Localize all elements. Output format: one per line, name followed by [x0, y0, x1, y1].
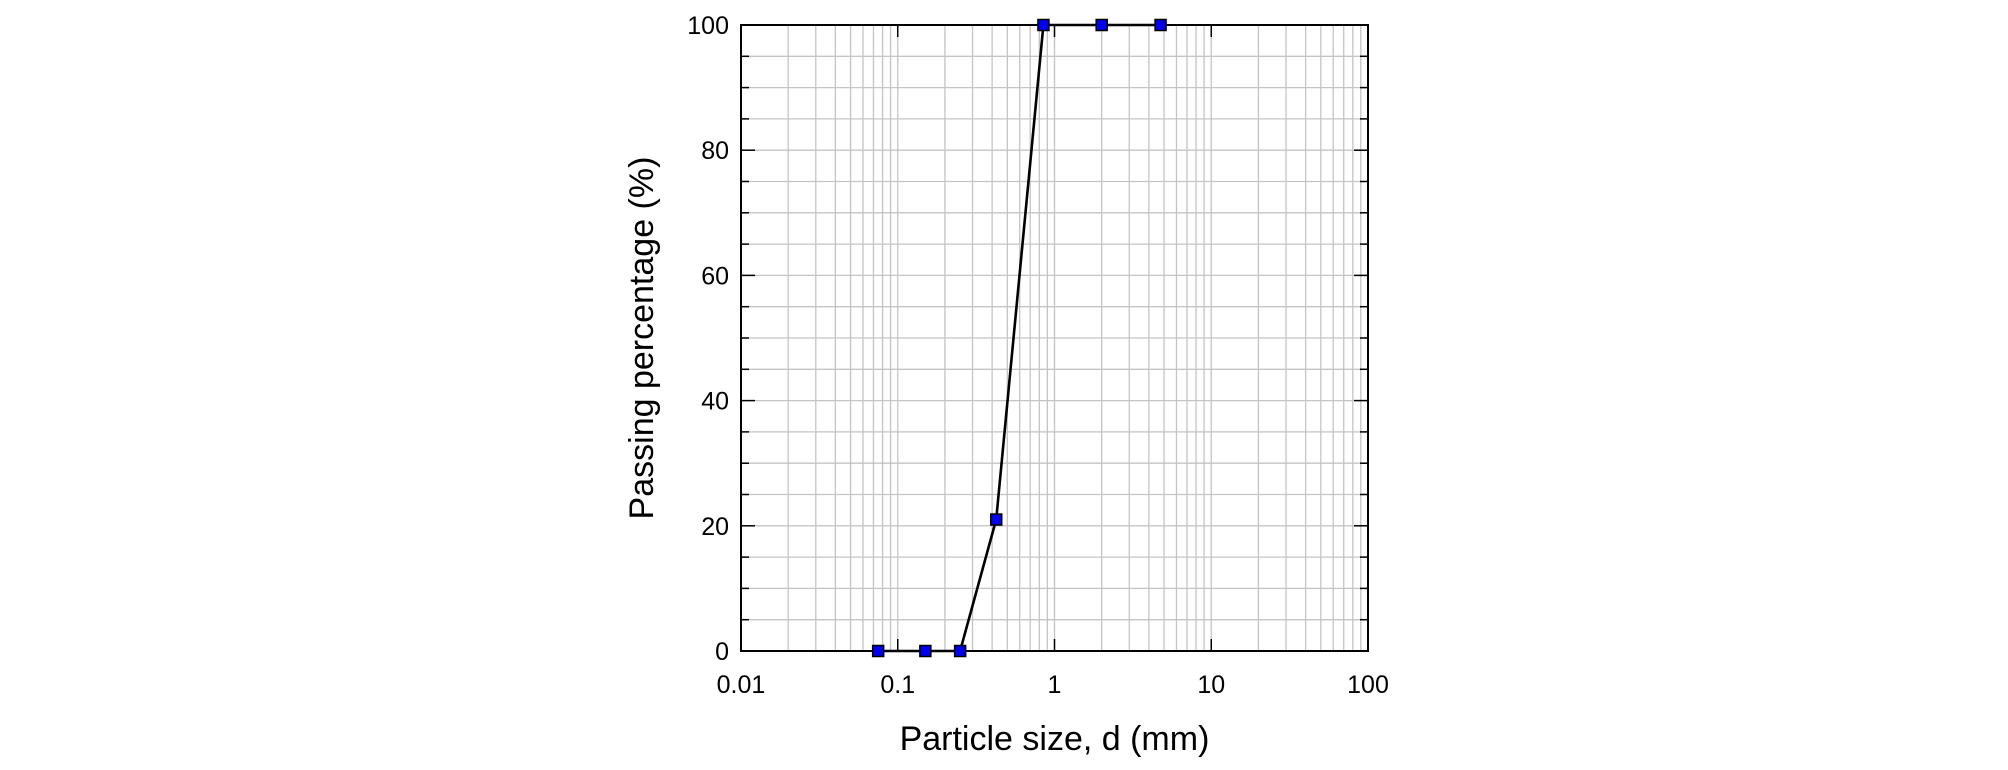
x-tick-label: 10 — [1197, 671, 1225, 699]
x-tick-label: 100 — [1347, 671, 1389, 699]
x-tick-label: 0.01 — [717, 671, 766, 699]
y-tick-label: 20 — [701, 513, 729, 541]
y-axis-title: Passing percentage (%) — [623, 157, 661, 520]
y-tick-label: 60 — [701, 262, 729, 290]
data-point-marker — [1037, 18, 1050, 32]
data-point-marker — [1095, 18, 1108, 32]
data-point-marker — [953, 644, 967, 658]
grid-lines — [741, 25, 1368, 651]
data-point-marker — [1154, 18, 1167, 32]
x-axis-title: Particle size, d (mm) — [900, 720, 1210, 758]
data-point-marker — [871, 644, 885, 658]
x-tick-label: 1 — [1048, 671, 1062, 699]
x-tick-label: 0.1 — [880, 671, 915, 699]
data-point-marker — [989, 513, 1003, 526]
y-tick-label: 0 — [715, 638, 729, 666]
data-markers — [871, 18, 1167, 658]
y-tick-label: 80 — [701, 137, 729, 165]
tick-labels: 0.01 0.1 1 10 100 0 20 40 60 80 100 — [687, 12, 1389, 699]
y-tick-label: 40 — [701, 388, 729, 416]
y-tick-label: 100 — [687, 12, 729, 40]
data-point-marker — [919, 644, 932, 658]
axis-ticks — [740, 24, 1369, 652]
